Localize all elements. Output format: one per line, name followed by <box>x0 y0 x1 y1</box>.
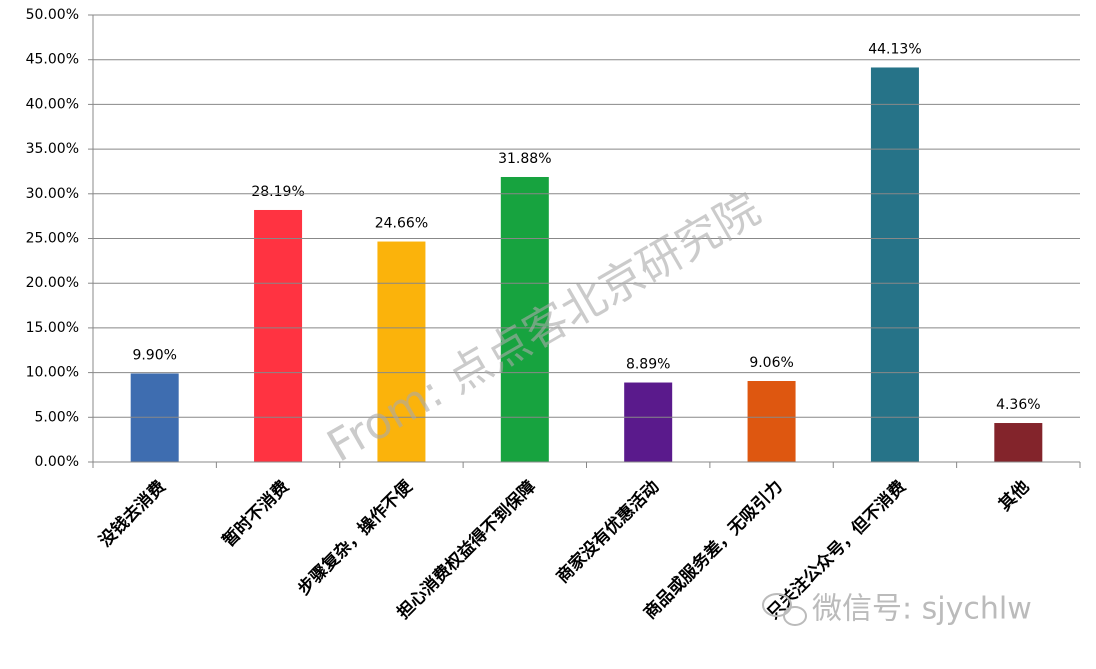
y-tick-label: 45.00% <box>26 52 79 68</box>
y-tick-label: 50.00% <box>26 7 79 23</box>
y-tick-label: 20.00% <box>26 275 79 291</box>
value-label: 9.06% <box>749 355 793 371</box>
x-tick-label: 暂时不消费 <box>218 476 293 551</box>
y-tick-label: 35.00% <box>26 141 79 157</box>
y-tick-label: 40.00% <box>26 96 79 112</box>
bar <box>747 381 796 462</box>
bar <box>870 67 919 463</box>
y-tick-label: 30.00% <box>26 186 79 202</box>
y-tick-label: 25.00% <box>26 231 79 247</box>
y-tick-label: 10.00% <box>26 365 79 381</box>
value-label: 28.19% <box>251 184 304 200</box>
wechat-icon <box>762 593 807 626</box>
wechat-id: 微信号: sjychlw <box>812 592 1032 627</box>
bar <box>994 423 1043 462</box>
value-label: 9.90% <box>132 347 176 363</box>
x-tick-label: 其他 <box>994 476 1033 515</box>
bar <box>500 176 549 462</box>
y-tick-label: 15.00% <box>26 320 79 336</box>
bar <box>254 209 303 462</box>
x-tick-label: 步骤复杂，操作不便 <box>293 476 417 600</box>
x-tick-label: 商家没有优惠活动 <box>552 476 663 587</box>
y-tick-label: 5.00% <box>35 409 79 425</box>
x-tick-label: 担心消费权益得不到保障 <box>393 476 540 623</box>
x-tick-label: 没钱去消费 <box>95 476 170 551</box>
bar <box>377 241 426 462</box>
y-tick-label: 0.00% <box>35 454 79 470</box>
value-label: 24.66% <box>375 216 428 232</box>
value-label: 44.13% <box>868 41 921 57</box>
value-label: 4.36% <box>996 397 1040 413</box>
bar <box>624 382 673 462</box>
value-label: 8.89% <box>626 357 670 373</box>
value-label: 31.88% <box>498 151 551 167</box>
